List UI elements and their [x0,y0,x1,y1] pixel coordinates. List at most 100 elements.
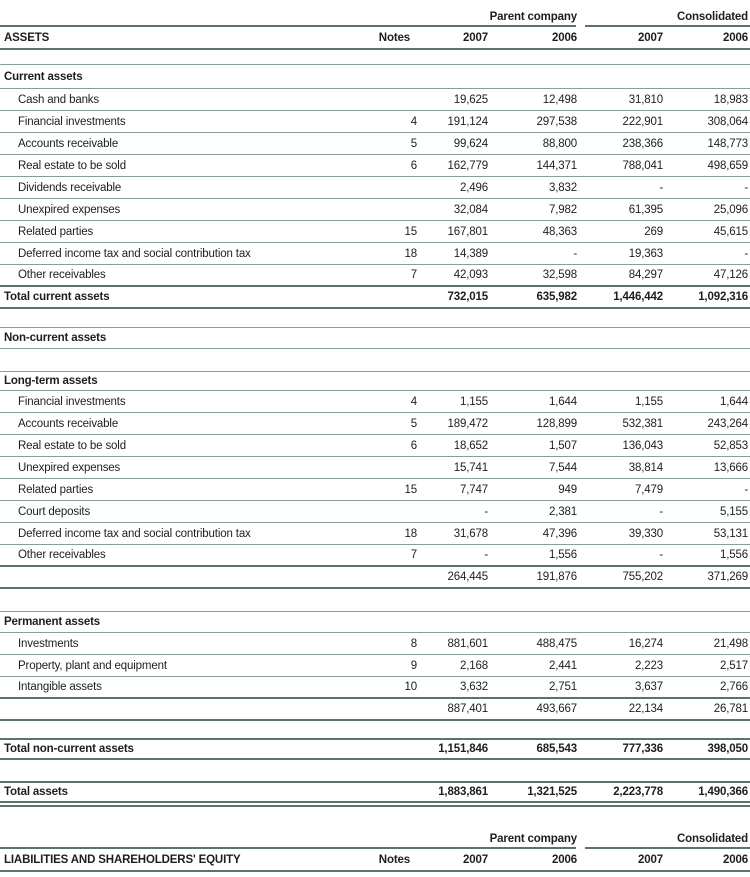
header-bottom-rule [0,48,750,50]
row-value: 2,766 [719,681,748,693]
year-column-header: 2007 [463,853,488,866]
row-label: Unexpired expenses [18,461,121,474]
row-label: Investments [18,637,79,650]
row-label: Other receivables [18,269,106,281]
rule-gap [576,847,585,849]
table-row: Intangible assets 10 3,632 2,751 3,637 2,766 [0,677,750,699]
table-row: Property, plant and equipment 9 2,168 2,441… [0,655,750,677]
row-label: Deferred income tax and social contribut… [18,527,251,540]
section-header-row: Non-current assets [0,327,750,349]
total-row: Total current assets 732,015 635,982 1,446,… [0,287,750,309]
row-value: 1,556 [548,549,577,561]
row-value: 532,381 [622,417,663,430]
row-value: 732,015 [447,291,488,303]
row-value: 3,637 [634,681,663,693]
row-label: Total current assets [4,291,110,303]
row-note: 18 [404,527,418,540]
row-value: 7,982 [548,203,577,216]
table-row: Related parties 15 7,747 949 7,479 - [0,479,750,501]
row-value: 144,371 [536,159,577,172]
header-bottom-rule [0,870,750,872]
column-group-row: Parent company Consolidated [0,830,750,845]
row-value: 2,168 [459,659,488,672]
row-value: 3,632 [459,681,488,693]
row-note: 8 [410,637,417,650]
row-value: 887,401 [447,703,488,715]
row-value: - [659,505,663,518]
row-label: Related parties [18,225,94,238]
row-value: 31,678 [453,527,488,540]
row-value: 297,538 [536,115,577,128]
group-consolidated-label: Consolidated [676,11,748,23]
row-value: 493,667 [536,703,577,715]
row-note: 4 [410,395,417,408]
table-row: Accounts receivable 5 189,472 128,899 532,38… [0,413,750,435]
row-value: 189,472 [447,417,488,430]
row-value: 788,041 [622,159,663,172]
row-value: 1,507 [548,439,577,452]
row-value: 685,543 [536,743,577,755]
spacer [0,721,750,738]
row-value: 19,363 [628,247,663,260]
row-value: 1,092,316 [698,291,748,303]
row-label: Property, plant and equipment [18,659,167,672]
subtotal-row: 264,445 191,876 755,202 371,269 [0,567,750,589]
row-label: Total assets [4,786,68,798]
row-value: 16,274 [628,637,663,650]
row-note: 7 [410,549,417,561]
group-parent-company-label: Parent company [489,11,578,23]
row-value: 14,389 [453,247,488,260]
table-row: Unexpired expenses 32,084 7,982 61,395 25,09… [0,199,750,221]
row-value: 1,556 [719,549,748,561]
row-value: 371,269 [707,571,748,583]
row-value: 2,751 [548,681,577,693]
row-value: - [659,549,663,561]
row-value: 1,883,861 [438,786,488,798]
row-value: - [484,505,488,518]
row-value: 3,832 [548,181,577,194]
row-value: 167,801 [447,225,488,238]
row-note: 5 [410,417,417,430]
row-value: 148,773 [707,137,748,150]
column-header-row: ASSETS Notes 2007 2006 2007 2006 [0,27,750,48]
table-row: Unexpired expenses 15,741 7,544 38,814 13,66… [0,457,750,479]
year-column-header: 2006 [552,853,577,866]
row-value: 243,264 [707,417,748,430]
row-value: 2,441 [548,659,577,672]
total-row: Total non-current assets 1,151,846 685,543… [0,738,750,760]
consolidated-group-rule [585,847,750,849]
row-value: 128,899 [536,417,577,430]
row-note: 9 [410,659,417,672]
row-value: 1,490,366 [698,786,748,798]
year-column-header: 2006 [723,853,748,866]
row-value: 47,126 [713,269,748,281]
year-column-header: 2007 [463,31,488,44]
parent-group-rule [0,847,576,849]
row-value: 949 [558,483,577,496]
row-value: 18,983 [713,93,748,106]
subtotal-row: 887,401 493,667 22,134 26,781 [0,699,750,721]
row-value: 5,155 [719,505,748,518]
row-value: 31,810 [628,93,663,106]
row-value: - [744,181,748,194]
row-value: 7,544 [548,461,577,474]
section-header-row: Long-term assets [0,371,750,391]
consolidated-group-rule [585,25,750,27]
spacer [0,760,750,781]
spacer [0,589,750,611]
column-header-row: LIABILITIES AND SHAREHOLDERS' EQUITY Not… [0,849,750,870]
row-label: Deferred income tax and social contribut… [18,247,251,260]
row-note: 10 [404,681,418,693]
table-row: Real estate to be sold 6 162,779 144,371 788… [0,155,750,177]
row-value: 38,814 [628,461,663,474]
row-value: 881,601 [447,637,488,650]
row-value: 269 [644,225,663,238]
row-value: 19,625 [453,93,488,106]
row-value: 498,659 [707,159,748,172]
row-value: 1,155 [459,395,488,408]
row-value: 1,644 [719,395,748,408]
row-value: 21,498 [713,637,748,650]
section-header-row: Permanent assets [0,611,750,633]
row-value: 2,223 [634,659,663,672]
notes-column-header: Notes [378,31,410,44]
